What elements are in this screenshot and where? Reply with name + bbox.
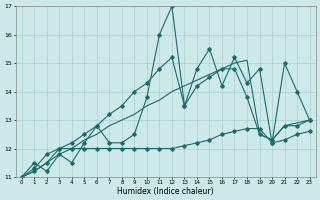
- X-axis label: Humidex (Indice chaleur): Humidex (Indice chaleur): [117, 187, 214, 196]
